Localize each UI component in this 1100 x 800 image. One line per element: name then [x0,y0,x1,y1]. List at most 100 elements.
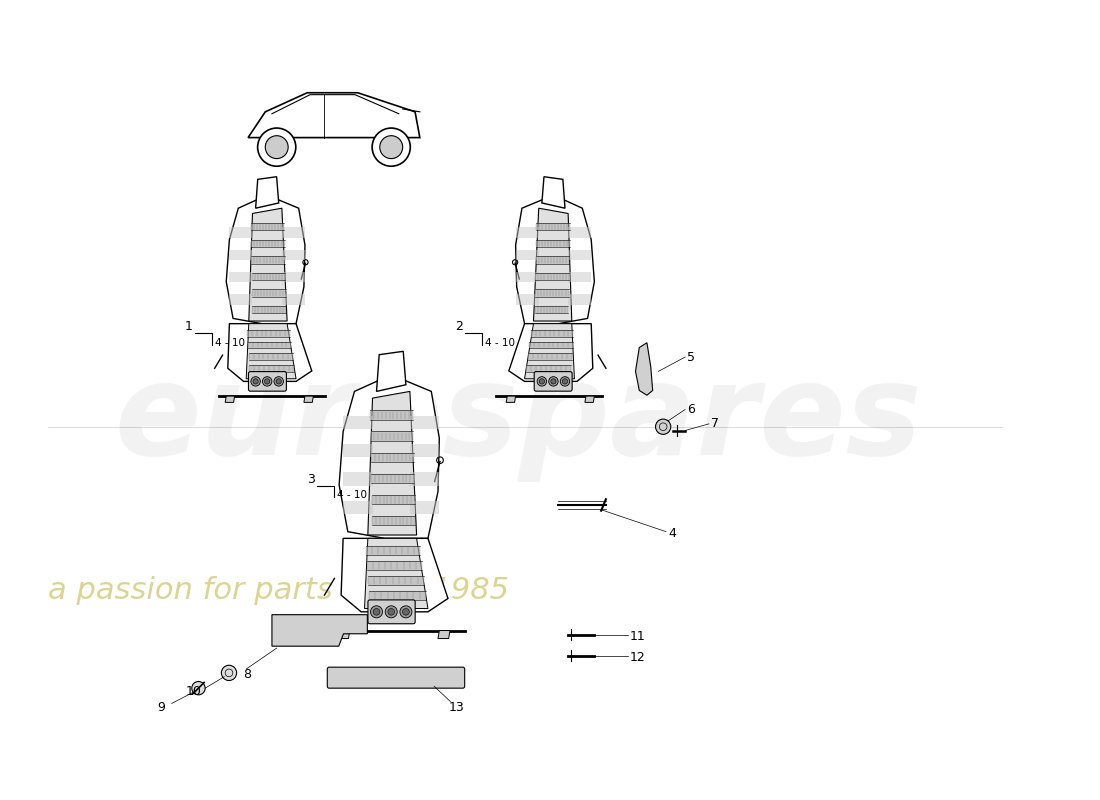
Polygon shape [372,495,415,504]
Polygon shape [343,472,373,486]
Text: 1: 1 [185,320,192,334]
Polygon shape [343,444,373,458]
Text: 2: 2 [455,320,463,334]
Polygon shape [230,294,253,305]
Polygon shape [410,501,439,514]
Circle shape [551,378,556,384]
Polygon shape [251,240,285,247]
Text: 3: 3 [307,473,315,486]
Polygon shape [528,354,572,360]
Polygon shape [536,273,569,280]
Polygon shape [304,396,313,402]
Polygon shape [371,431,414,441]
Circle shape [191,682,205,695]
Text: a passion for parts since 1985: a passion for parts since 1985 [47,576,508,606]
Polygon shape [338,630,350,638]
Polygon shape [282,227,305,238]
Polygon shape [410,444,439,458]
Polygon shape [568,250,591,260]
Polygon shape [535,306,569,314]
Circle shape [656,419,671,434]
Circle shape [539,378,544,384]
Polygon shape [282,272,305,282]
Polygon shape [516,227,539,238]
Text: 7: 7 [711,418,719,430]
Polygon shape [282,250,305,260]
Polygon shape [367,576,424,585]
Polygon shape [516,250,539,260]
Circle shape [263,377,272,386]
Circle shape [373,609,380,615]
Polygon shape [255,177,278,208]
Polygon shape [226,396,234,402]
Circle shape [276,378,282,384]
FancyBboxPatch shape [367,600,415,624]
Circle shape [385,606,397,618]
Text: 11: 11 [630,630,646,643]
Circle shape [562,378,568,384]
Polygon shape [230,272,253,282]
Polygon shape [249,354,293,360]
Polygon shape [568,294,591,305]
Polygon shape [506,396,516,402]
Polygon shape [339,374,439,538]
Circle shape [264,378,270,384]
Circle shape [372,128,410,166]
Polygon shape [252,273,285,280]
Polygon shape [367,562,422,570]
Polygon shape [343,501,373,514]
Polygon shape [282,294,305,305]
Polygon shape [509,324,593,382]
Text: 4 - 10: 4 - 10 [214,338,244,348]
Circle shape [560,377,570,386]
Polygon shape [438,630,450,638]
Text: 13: 13 [449,701,464,714]
Circle shape [257,128,296,166]
Polygon shape [251,256,285,263]
Circle shape [371,606,383,618]
Polygon shape [537,223,570,230]
Polygon shape [536,240,570,247]
Polygon shape [410,472,439,486]
Polygon shape [228,324,311,382]
Polygon shape [531,330,573,337]
Polygon shape [526,366,571,372]
Polygon shape [272,614,367,646]
Circle shape [379,136,403,158]
Text: 4: 4 [668,527,675,540]
Polygon shape [410,416,439,429]
Polygon shape [371,453,414,462]
Polygon shape [368,591,426,600]
Polygon shape [364,538,428,609]
Polygon shape [516,294,539,305]
Polygon shape [516,272,539,282]
Circle shape [388,609,395,615]
Circle shape [403,609,409,615]
Polygon shape [529,342,572,349]
Circle shape [221,666,236,681]
Text: 12: 12 [630,651,646,664]
Circle shape [274,377,284,386]
Text: 5: 5 [688,350,695,363]
Polygon shape [248,330,289,337]
Polygon shape [249,342,292,349]
Polygon shape [252,290,286,297]
Polygon shape [516,195,594,324]
Polygon shape [252,306,286,314]
FancyBboxPatch shape [249,372,286,391]
Polygon shape [341,538,448,612]
Polygon shape [366,546,420,555]
Polygon shape [230,227,253,238]
Circle shape [400,606,411,618]
Polygon shape [536,256,570,263]
Polygon shape [371,410,412,419]
Polygon shape [636,342,652,395]
Polygon shape [376,351,406,391]
Polygon shape [542,177,565,208]
FancyBboxPatch shape [328,667,464,688]
Polygon shape [568,272,591,282]
Polygon shape [568,227,591,238]
Polygon shape [227,195,305,324]
Circle shape [265,136,288,158]
Polygon shape [367,391,417,535]
